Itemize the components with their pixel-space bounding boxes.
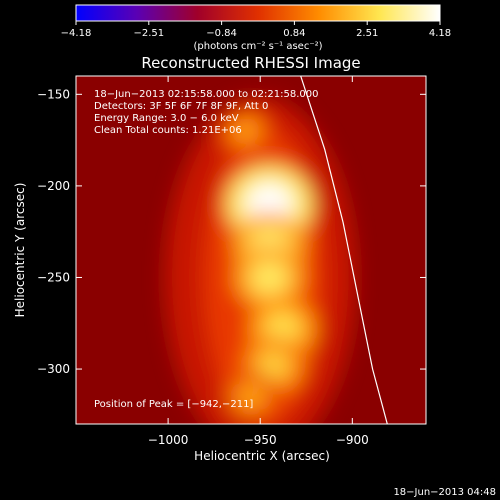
colorbar-tick-label: 2.51	[356, 28, 378, 39]
annotation-line: Detectors: 3F 5F 6F 7F 8F 9F, Att 0	[94, 101, 268, 112]
annotation-line: Clean Total counts: 1.21E+06	[94, 125, 242, 136]
axis-ticks: −1000 −950 −900 −150 −200 −250 −300	[37, 76, 426, 447]
solar-limb-line	[300, 76, 388, 424]
annotation-block: 18−Jun−2013 02:15:58.000 to 02:21:58.000…	[94, 89, 319, 136]
heatmap-source	[230, 117, 261, 145]
y-tick-label: −250	[37, 270, 70, 284]
y-tick-label: −150	[37, 87, 70, 101]
colorbar-tick-label: 0.84	[283, 28, 305, 39]
colorbar-tick-label: 4.18	[429, 28, 451, 39]
colorbar-tick-label: −0.84	[206, 28, 237, 39]
colorbar-unit-label: (photons cm⁻² s⁻¹ asec⁻²)	[193, 41, 322, 52]
heatmap-layer	[165, 97, 356, 424]
colorbar-tick-label: −2.51	[133, 28, 164, 39]
y-axis-label: Heliocentric Y (arcsec)	[13, 183, 27, 318]
plot-area: −1000 −950 −900 −150 −200 −250 −300	[37, 75, 427, 447]
heatmap-source	[235, 382, 267, 411]
heatmap-source	[249, 259, 289, 296]
annotation-line: 18−Jun−2013 02:15:58.000 to 02:21:58.000	[94, 89, 319, 100]
annotation-line: Energy Range: 3.0 − 6.0 keV	[94, 113, 239, 124]
x-tick-label: −900	[336, 433, 369, 447]
x-axis-label: Heliocentric X (arcsec)	[194, 449, 330, 463]
x-tick-label: −950	[244, 433, 277, 447]
footer-timestamp: 18−Jun−2013 04:48	[393, 487, 496, 498]
colorbar-gradient	[75, 4, 441, 22]
plot-frame	[75, 75, 427, 425]
heatmap-source	[255, 349, 291, 382]
colorbar-tick-label: −4.18	[61, 28, 92, 39]
peak-position-label: Position of Peak = [−942,−211]	[94, 399, 253, 410]
colorbar-ticks: −4.18 −2.51 −0.84 0.84 2.51 4.18	[61, 21, 451, 39]
chart-title: Reconstructed RHESSI Image	[141, 54, 360, 72]
y-tick-label: −300	[37, 362, 70, 376]
x-tick-label: −1000	[148, 433, 189, 447]
y-tick-label: −200	[37, 179, 70, 193]
colorbar: −4.18 −2.51 −0.84 0.84 2.51 4.18 (photons cm⁻…	[61, 4, 451, 52]
